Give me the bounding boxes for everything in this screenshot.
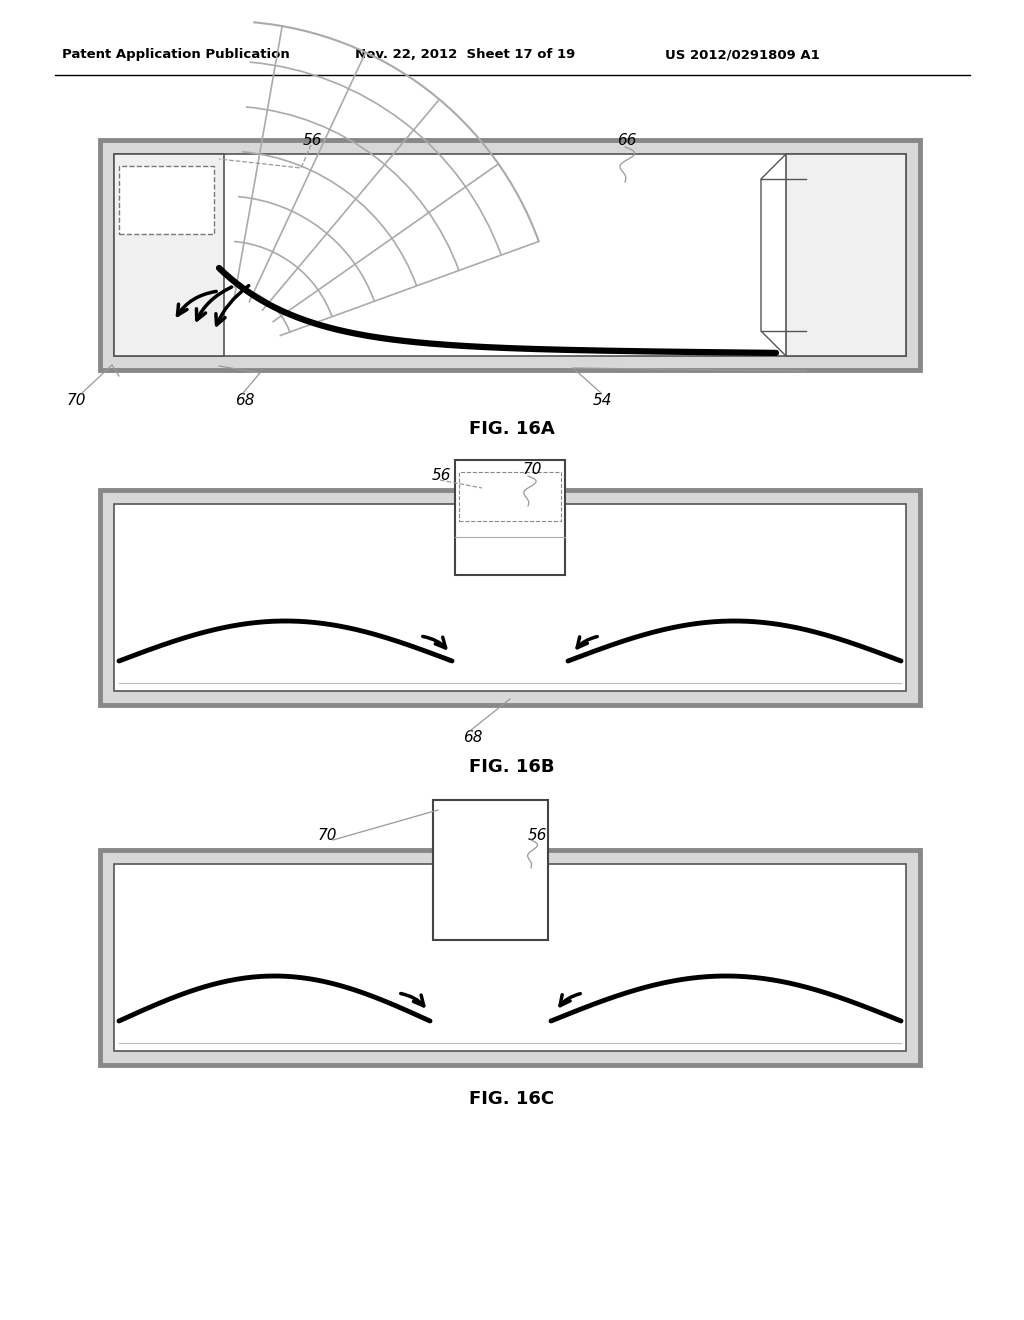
Bar bbox=[455, 459, 565, 576]
Bar bbox=[114, 154, 906, 356]
Text: FIG. 16A: FIG. 16A bbox=[469, 420, 555, 438]
Text: 56: 56 bbox=[432, 469, 452, 483]
Bar bbox=[433, 800, 548, 940]
Text: 70: 70 bbox=[318, 828, 338, 843]
Bar bbox=[114, 504, 906, 690]
Text: 66: 66 bbox=[617, 133, 637, 148]
Bar bbox=[786, 154, 906, 356]
Bar bbox=[100, 490, 920, 705]
Text: 68: 68 bbox=[234, 393, 255, 408]
Text: Nov. 22, 2012  Sheet 17 of 19: Nov. 22, 2012 Sheet 17 of 19 bbox=[355, 48, 575, 61]
Bar bbox=[114, 154, 224, 356]
Bar bbox=[114, 865, 906, 1051]
Text: Patent Application Publication: Patent Application Publication bbox=[62, 48, 290, 61]
Text: 56: 56 bbox=[303, 133, 323, 148]
Bar bbox=[119, 166, 214, 234]
Bar bbox=[459, 473, 561, 521]
Text: 68: 68 bbox=[463, 730, 482, 744]
Text: 70: 70 bbox=[67, 393, 86, 408]
Text: 56: 56 bbox=[528, 828, 548, 843]
Text: FIG. 16B: FIG. 16B bbox=[469, 758, 555, 776]
Text: 54: 54 bbox=[593, 393, 612, 408]
Bar bbox=[100, 850, 920, 1065]
Text: US 2012/0291809 A1: US 2012/0291809 A1 bbox=[665, 48, 820, 61]
Text: 70: 70 bbox=[523, 462, 543, 477]
Bar bbox=[100, 140, 920, 370]
Text: FIG. 16C: FIG. 16C bbox=[469, 1090, 555, 1107]
